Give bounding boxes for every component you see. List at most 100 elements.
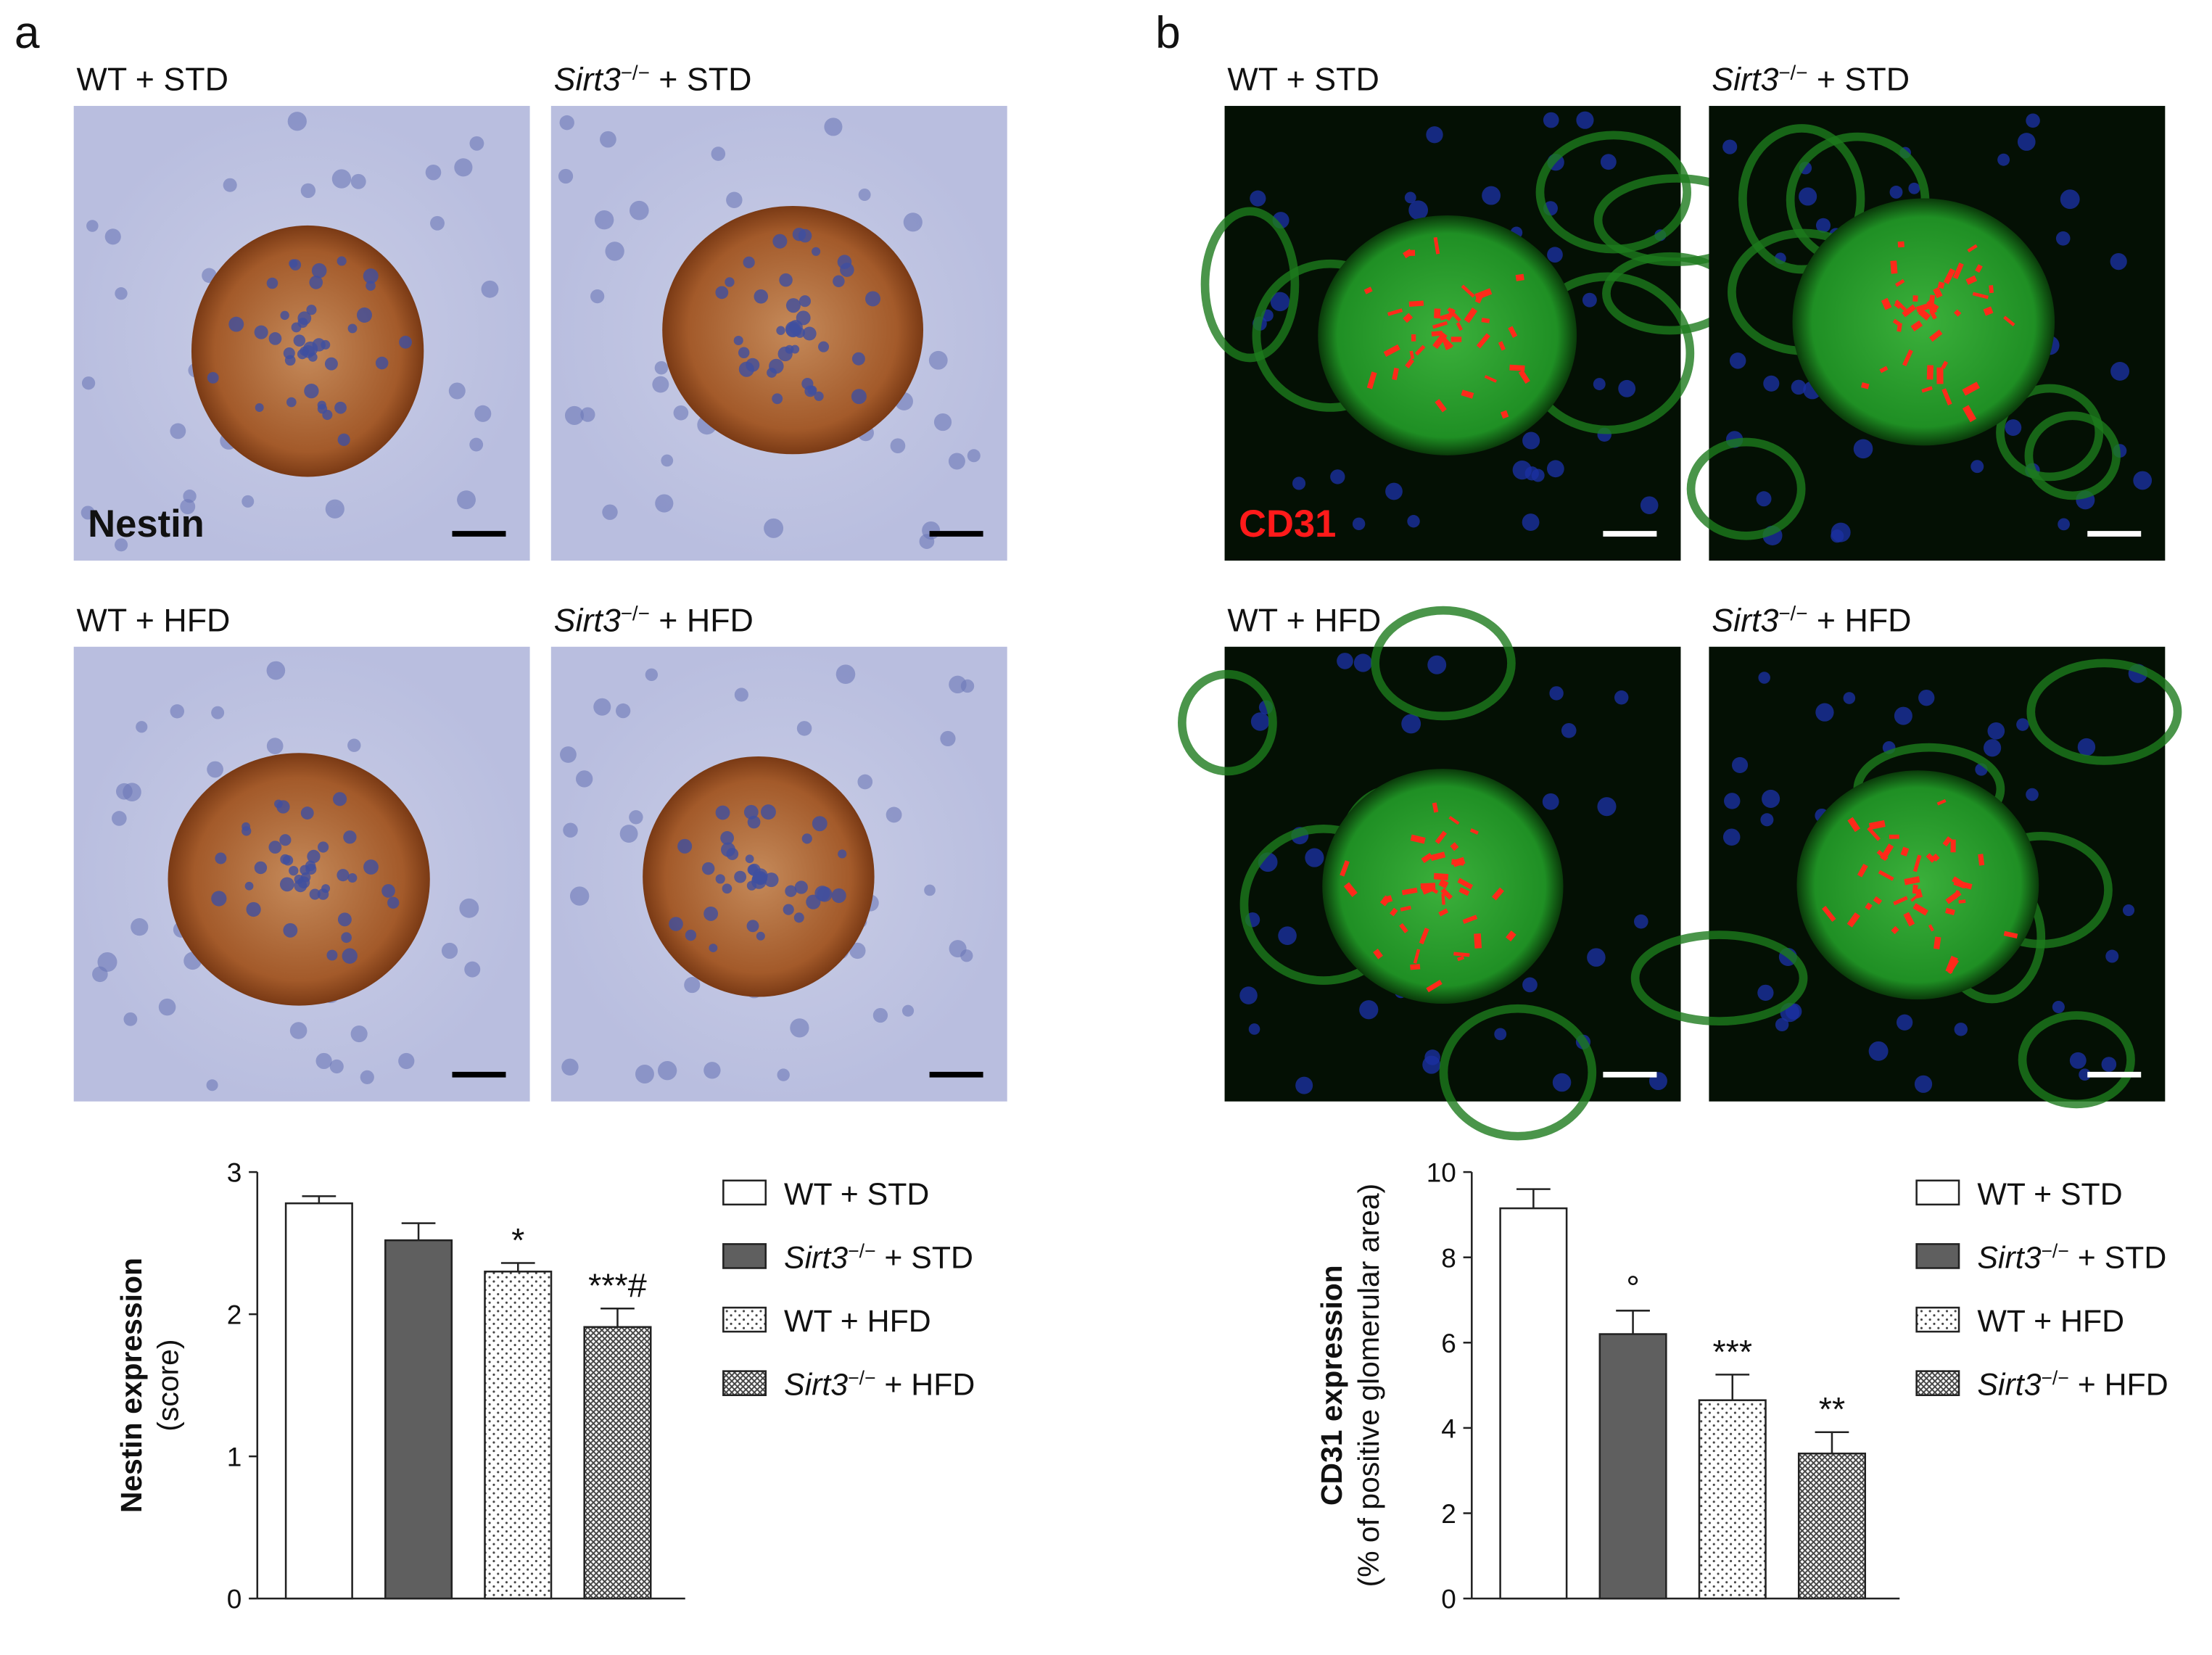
cell xyxy=(170,704,185,719)
cell xyxy=(448,382,466,400)
cell xyxy=(266,738,284,754)
vessel xyxy=(1343,882,1358,897)
vessel xyxy=(1432,321,1448,329)
bar xyxy=(284,1202,353,1600)
legend-swatch xyxy=(1915,1370,1960,1396)
nucleus xyxy=(318,841,329,853)
cell xyxy=(2055,231,2071,246)
vessel xyxy=(1989,285,1994,294)
vessel xyxy=(1464,308,1478,323)
cell xyxy=(81,505,95,520)
nucleus xyxy=(305,860,316,871)
cell xyxy=(329,1059,344,1074)
vessel xyxy=(1438,908,1449,917)
cell xyxy=(1853,439,1873,459)
nucleus xyxy=(715,805,730,820)
nucleus xyxy=(363,859,379,875)
nucleus xyxy=(791,344,800,354)
significance: ° xyxy=(1626,1269,1640,1307)
cell xyxy=(97,952,117,973)
cell xyxy=(1522,977,1538,993)
vessel xyxy=(1403,313,1414,323)
cell xyxy=(1353,653,1372,672)
nucleus xyxy=(812,247,821,256)
cell xyxy=(170,423,186,439)
vessel xyxy=(1433,872,1449,880)
vessel xyxy=(1936,367,1944,384)
nucleus xyxy=(785,321,801,337)
cell xyxy=(940,730,956,747)
vessel xyxy=(1878,870,1894,881)
bar xyxy=(1797,1452,1866,1600)
cell xyxy=(1763,375,1780,392)
nucleus xyxy=(831,888,846,904)
cell xyxy=(645,668,659,682)
micrograph xyxy=(550,106,1007,561)
vessel xyxy=(1421,852,1433,864)
cell xyxy=(2026,788,2039,801)
nucleus xyxy=(777,346,793,362)
nucleus xyxy=(307,849,321,864)
cell xyxy=(2122,904,2135,917)
cell xyxy=(919,534,935,549)
tubule xyxy=(2018,1011,2135,1109)
cell xyxy=(1762,789,1780,808)
cell xyxy=(1542,793,1559,810)
vessel xyxy=(1880,843,1894,861)
vessel xyxy=(1954,309,1962,317)
nucleus xyxy=(793,912,804,923)
cell xyxy=(1724,793,1741,809)
legend-label: WT + HFD xyxy=(784,1304,931,1339)
cell xyxy=(1401,714,1421,734)
vessel xyxy=(1928,329,1943,342)
nucleus xyxy=(720,831,735,845)
vessel xyxy=(1340,860,1350,877)
significance: *** xyxy=(1712,1333,1752,1371)
significance: * xyxy=(511,1221,524,1259)
vessel xyxy=(1410,834,1426,844)
vessel xyxy=(1865,902,1873,911)
nucleus xyxy=(347,873,358,883)
vessel xyxy=(1978,854,1985,866)
nucleus xyxy=(309,276,323,289)
vessel xyxy=(1936,798,1947,806)
vessel xyxy=(1945,907,1955,916)
bar xyxy=(1598,1333,1667,1600)
legend-swatch xyxy=(1915,1179,1960,1206)
cell xyxy=(350,173,366,189)
vessel xyxy=(1435,399,1447,413)
cell xyxy=(180,499,196,515)
cell xyxy=(726,191,743,208)
nucleus xyxy=(279,834,292,846)
vessel xyxy=(1891,925,1899,935)
cell xyxy=(1593,378,1606,391)
vessel xyxy=(1383,895,1393,904)
cell xyxy=(1582,292,1597,308)
nucleus xyxy=(801,377,814,390)
cell xyxy=(1549,686,1564,701)
nucleus xyxy=(772,393,783,405)
nucleus xyxy=(343,830,357,844)
nucleus xyxy=(342,948,358,964)
cell xyxy=(1292,476,1306,490)
cell xyxy=(325,499,344,519)
vessel xyxy=(1873,896,1883,905)
cell xyxy=(1918,689,1935,706)
cell xyxy=(657,1060,677,1081)
cell xyxy=(1843,692,1856,704)
legend-label: WT + STD xyxy=(1977,1177,2122,1212)
nucleus xyxy=(772,234,788,249)
nucleus xyxy=(785,298,801,313)
nucleus xyxy=(812,816,828,832)
nucleus xyxy=(754,289,769,304)
cell xyxy=(158,998,176,1016)
nucleus xyxy=(293,334,306,347)
vessel xyxy=(1945,955,1958,974)
cell xyxy=(183,490,197,503)
nucleus xyxy=(300,806,314,820)
nucleus xyxy=(701,862,715,875)
micrograph xyxy=(1200,106,1760,561)
vessel xyxy=(1426,979,1443,993)
cell xyxy=(454,158,473,177)
